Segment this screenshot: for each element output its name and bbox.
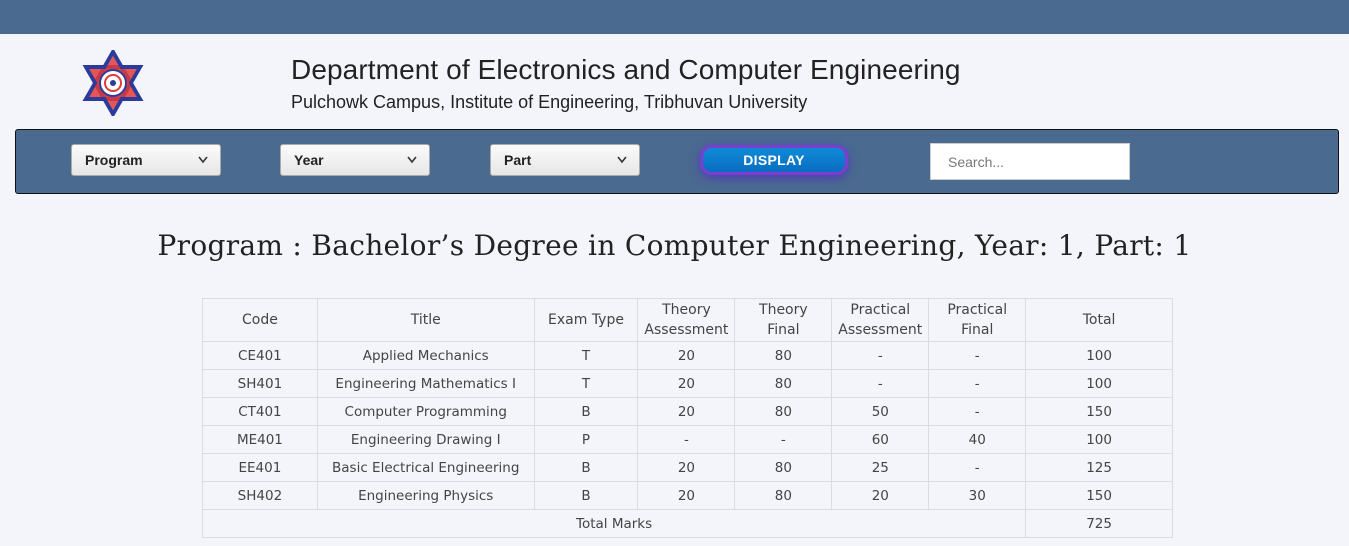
table-cell: EE401 xyxy=(202,453,318,482)
tu-emblem-icon xyxy=(82,47,144,119)
total-marks-value: 725 xyxy=(1025,509,1173,538)
table-cell: P xyxy=(533,425,639,454)
table-cell: B xyxy=(533,397,639,426)
table-cell: - xyxy=(928,397,1027,426)
program-select-label: Program xyxy=(85,152,143,168)
table-cell: SH402 xyxy=(202,481,318,510)
column-header: Code xyxy=(202,298,318,342)
display-button[interactable]: DISPLAY xyxy=(700,145,848,175)
table-cell: 150 xyxy=(1025,397,1173,426)
table-cell: 20 xyxy=(637,453,736,482)
table-row: ME401 Engineering Drawing I P - -60 40 100 xyxy=(202,425,1173,454)
table-cell: B xyxy=(533,453,639,482)
table-cell: CE401 xyxy=(202,341,318,370)
year-select-label: Year xyxy=(294,152,324,168)
table-row: SH401 Engineering Mathematics I T 20 80- -100 xyxy=(202,369,1173,398)
part-select[interactable]: Part xyxy=(490,144,640,176)
department-title: Department of Electronics and Computer E… xyxy=(291,54,961,85)
table-cell: 20 xyxy=(831,481,930,510)
department-subtitle: Pulchowk Campus, Institute of Engineerin… xyxy=(291,92,808,112)
filter-bar: Program Year Part DISPLAY xyxy=(15,129,1339,194)
table-cell: Applied Mechanics xyxy=(316,341,535,370)
table-row: EE401 Basic Electrical Engineering B 20 80 25… xyxy=(202,453,1173,482)
table-cell: T xyxy=(533,341,639,370)
chevron-down-icon xyxy=(407,145,417,186)
table-cell: 100 xyxy=(1025,425,1173,454)
table-cell: 25 xyxy=(831,453,930,482)
table-cell: Engineering Physics xyxy=(316,481,535,510)
column-header: Theory Final xyxy=(734,298,833,342)
total-marks-label: Total Marks xyxy=(201,509,1027,538)
table-cell: SH401 xyxy=(202,369,318,398)
total-row: Total Marks 725 xyxy=(201,509,1173,538)
table-cell: 20 xyxy=(637,397,736,426)
table-cell: 100 xyxy=(1025,341,1173,370)
table-cell: - xyxy=(637,425,736,454)
table-cell: 30 xyxy=(928,481,1027,510)
table-cell: 80 xyxy=(734,481,833,510)
table-cell: 80 xyxy=(734,453,833,482)
table-cell: - xyxy=(928,453,1027,482)
year-select[interactable]: Year xyxy=(280,144,430,176)
table-cell: 80 xyxy=(734,397,833,426)
table-header-row: Code Title Exam Type Theory Assessment Theory… xyxy=(202,298,1173,342)
table-cell: 50 xyxy=(831,397,930,426)
table-cell: T xyxy=(533,369,639,398)
table-cell: 60 xyxy=(831,425,930,454)
table-cell: 20 xyxy=(637,341,736,370)
table-cell: CT401 xyxy=(202,397,318,426)
column-header: Total xyxy=(1025,298,1173,342)
column-header: Theory Assessment xyxy=(637,298,736,342)
table-cell: 80 xyxy=(734,341,833,370)
table-cell: 100 xyxy=(1025,369,1173,398)
table-cell: 20 xyxy=(637,369,736,398)
program-heading: Program : Bachelor’s Degree in Computer … xyxy=(157,229,1192,262)
column-header: Practical Assessment xyxy=(831,298,930,342)
table-cell: 125 xyxy=(1025,453,1173,482)
table-cell: - xyxy=(734,425,833,454)
table-cell: 40 xyxy=(928,425,1027,454)
table-cell: 20 xyxy=(637,481,736,510)
search-input[interactable] xyxy=(930,143,1130,180)
table-cell: 80 xyxy=(734,369,833,398)
top-bar xyxy=(0,0,1349,34)
table-cell: 150 xyxy=(1025,481,1173,510)
table-cell: B xyxy=(533,481,639,510)
table-row: CT401 Computer Programming B 20 80 50-150 xyxy=(202,397,1173,426)
table-cell: Engineering Drawing I xyxy=(316,425,535,454)
table-cell: Engineering Mathematics I xyxy=(316,369,535,398)
table-cell: Computer Programming xyxy=(316,397,535,426)
column-header: Title xyxy=(316,298,535,342)
course-table: Code Title Exam Type Theory Assessment Theory… xyxy=(201,298,1173,538)
table-cell: - xyxy=(831,341,930,370)
table-cell: Basic Electrical Engineering xyxy=(316,453,535,482)
table-cell: - xyxy=(928,369,1027,398)
table-cell: ME401 xyxy=(202,425,318,454)
table-row: SH402 Engineering Physics B 20 80 20 30 150 xyxy=(202,481,1173,510)
chevron-down-icon xyxy=(617,145,627,186)
program-select[interactable]: Program xyxy=(71,144,221,176)
column-header: Practical Final xyxy=(928,298,1027,342)
table-row: CE401 Applied Mechanics T 20 80- -100 xyxy=(202,341,1173,370)
chevron-down-icon xyxy=(198,145,208,186)
table-cell: - xyxy=(928,341,1027,370)
part-select-label: Part xyxy=(504,152,532,168)
column-header: Exam Type xyxy=(533,298,639,342)
table-cell: - xyxy=(831,369,930,398)
